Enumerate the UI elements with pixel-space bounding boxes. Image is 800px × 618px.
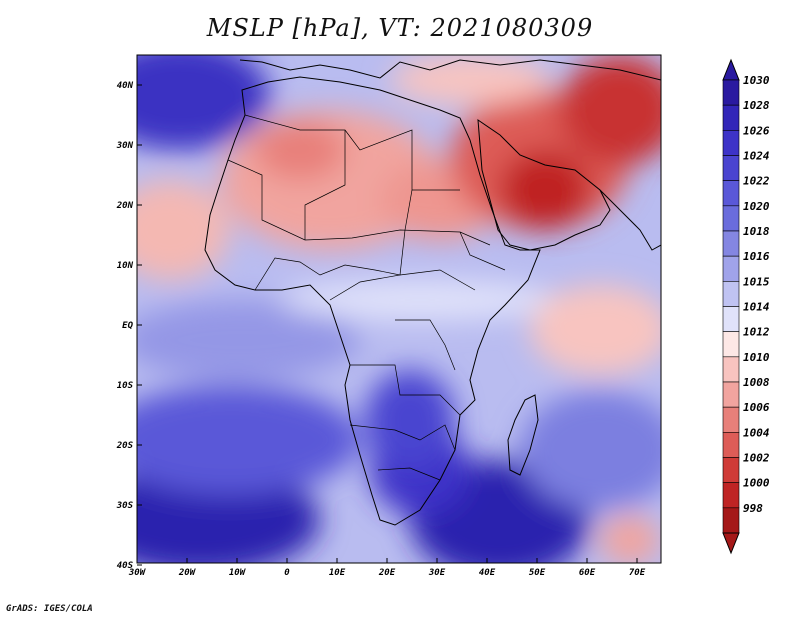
- lon-tick-label: 20W: [178, 568, 197, 578]
- lon-tick-label: 50E: [529, 568, 546, 578]
- lat-tick-label: 40N: [117, 81, 134, 91]
- colorbar-label: 1024: [743, 150, 770, 163]
- lon-tick-label: 30W: [128, 568, 147, 578]
- lon-tick-label: 10W: [229, 568, 247, 578]
- colorbar-swatch: [722, 356, 740, 383]
- colorbar-label: 1012: [743, 326, 770, 339]
- colorbar-label: 1015: [743, 275, 770, 288]
- madagascar-coastline: [507, 394, 539, 476]
- colorbar-label: 1002: [743, 452, 770, 465]
- colorbar-label: 1008: [743, 376, 770, 389]
- colorbar-swatch: [722, 381, 740, 408]
- colorbar-label: 1006: [743, 401, 770, 414]
- colorbar-swatch: [722, 155, 740, 181]
- colorbar-label: 1016: [743, 250, 770, 263]
- colorbar-label: 1004: [743, 426, 770, 439]
- colorbar-label: 1022: [743, 175, 770, 188]
- map-title: MSLP [hPa], VT: 2021080309: [206, 14, 594, 42]
- colorbar-swatch: [722, 79, 740, 106]
- colorbar-swatch: [722, 306, 740, 332]
- colorbar-label: 1000: [743, 477, 770, 490]
- colorbar-swatch: [722, 130, 740, 156]
- country-borders: [227, 114, 506, 481]
- colorbar-swatch: [722, 507, 740, 534]
- lon-tick-label: 60E: [579, 568, 596, 578]
- lat-tick-label: 30S: [116, 501, 134, 511]
- colorbar-label: 1020: [743, 200, 770, 213]
- lat-tick-label: 20N: [116, 201, 134, 211]
- colorbar-label: 1014: [743, 301, 770, 314]
- lat-tick-label: EQ: [122, 321, 133, 331]
- colorbar-swatch: [722, 230, 740, 257]
- colorbar-swatch: [722, 406, 740, 433]
- pressure-field: [137, 55, 661, 563]
- lon-tick-label: 30E: [428, 568, 446, 578]
- colorbar-swatch: [722, 457, 740, 483]
- colorbar-swatch: [722, 331, 740, 358]
- colorbar-swatch: [722, 255, 740, 282]
- lon-tick-label: 0: [284, 568, 290, 578]
- colorbar-swatch: [722, 432, 740, 458]
- colorbar-top-arrow: [722, 58, 740, 81]
- colorbar-swatch: [722, 281, 740, 307]
- arabia-coastline: [477, 118, 611, 251]
- axes: 30W 20W 10W 0 10E 20E 30E 40E 50E 60E 70E 40N 30N 20N…: [116, 81, 646, 578]
- lat-tick-label: 20S: [116, 441, 134, 451]
- lon-tick-label: 20E: [378, 568, 396, 578]
- lat-tick-label: 10N: [117, 261, 134, 271]
- lon-tick-label: 70E: [629, 568, 646, 578]
- colorbar-label: 1028: [743, 99, 770, 112]
- colorbar-swatch: [722, 482, 740, 509]
- colorbar-label: 1010: [743, 351, 770, 364]
- colorbar-swatch: [722, 104, 740, 131]
- colorbar: 1030 1028 1026 1024 1022 1020 1018 1016 1015 1014…: [722, 58, 770, 555]
- lat-tick-label: 30N: [116, 141, 134, 151]
- lat-tick-label: 40S: [117, 561, 134, 571]
- india-coastline: [599, 189, 661, 251]
- colorbar-label: 1018: [743, 225, 770, 238]
- colorbar-label: 1026: [743, 124, 770, 137]
- credit-text: GrADS: IGES/COLA: [6, 604, 93, 614]
- europe-coastline: [239, 59, 661, 81]
- lat-tick-label: 10S: [117, 381, 134, 391]
- colorbar-label: 1030: [743, 74, 770, 87]
- colorbar-bottom-arrow: [722, 532, 740, 555]
- colorbar-swatch: [722, 205, 740, 232]
- colorbar-swatch: [722, 180, 740, 207]
- map-frame: [136, 54, 662, 564]
- colorbar-label: 998: [743, 502, 763, 515]
- lon-tick-label: 10E: [329, 568, 346, 578]
- lon-tick-label: 40E: [479, 568, 496, 578]
